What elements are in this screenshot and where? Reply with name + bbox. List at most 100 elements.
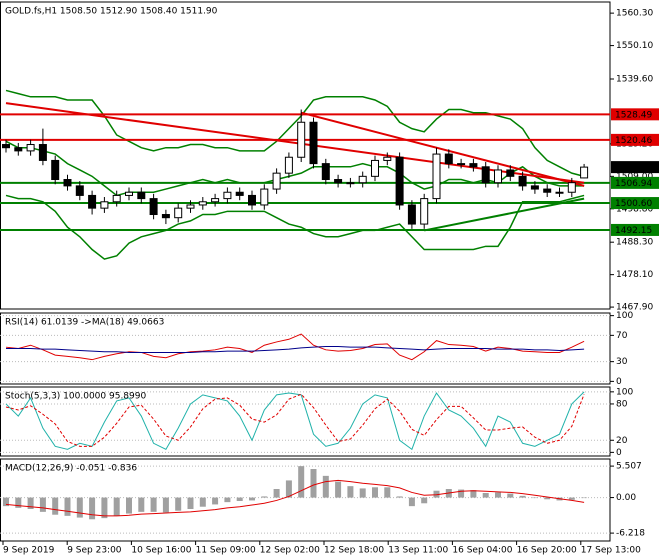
x-tick-label: 10 Sep 16:00 [131, 546, 191, 556]
candle-body [407, 204, 416, 225]
candle-body [506, 169, 515, 177]
candle-body [371, 159, 379, 177]
indicator-line [5, 479, 585, 517]
histogram-bar [298, 466, 305, 498]
candle-body [88, 194, 97, 209]
y-tick-label: 80 [616, 399, 628, 409]
histogram-bar [39, 497, 46, 512]
histogram-bar [101, 497, 108, 519]
y-tick-label: 0 [616, 377, 622, 387]
candle-body [211, 198, 220, 203]
candle-body [395, 156, 404, 206]
histogram-bar [249, 497, 255, 501]
histogram-bar [421, 497, 428, 504]
candle-body [63, 179, 72, 187]
indicator-line [5, 333, 585, 361]
level-label: 1528.49 [615, 110, 652, 120]
histogram-bar [519, 495, 526, 498]
y-tick-label: 100 [616, 311, 633, 321]
histogram-bar [212, 497, 219, 505]
candle-body [321, 163, 330, 181]
histogram-bar [64, 497, 71, 516]
level-label-box [611, 197, 659, 210]
candle-body [530, 185, 539, 190]
x-tick-label: 11 Sep 09:00 [196, 546, 256, 556]
histogram-bar [27, 497, 34, 509]
histogram-bar [396, 496, 403, 498]
candle-body [432, 153, 441, 200]
y-tick-label: 1560.30 [616, 9, 653, 19]
candle-body [2, 144, 10, 149]
y-tick-label: -6.218 [616, 529, 645, 539]
histogram-bar [52, 497, 59, 515]
candle-body [543, 188, 552, 193]
y-tick-label: 5.507 [616, 462, 642, 472]
candle-body [14, 147, 23, 152]
panel-title: RSI(14) 61.0139 ->MA(18) 49.0663 [5, 318, 164, 328]
level-label: 1492.15 [615, 226, 652, 236]
histogram-bar [175, 497, 182, 511]
histogram-bar [458, 489, 465, 498]
histogram-bar [482, 493, 489, 498]
y-tick-label: 100 [616, 387, 633, 397]
histogram-bar [335, 481, 342, 498]
histogram-bar [3, 497, 9, 507]
candle-body [272, 172, 281, 190]
histogram-bar [470, 490, 477, 498]
candle-body [334, 179, 343, 184]
level-label: 1511.90 [615, 163, 652, 173]
histogram-bar [236, 497, 243, 501]
histogram-bar [261, 496, 268, 498]
trendline [300, 111, 585, 187]
level-label-box [611, 108, 659, 121]
candle-body [38, 144, 47, 161]
histogram-bar [15, 497, 22, 508]
candle-body [481, 166, 490, 184]
candle-body [149, 198, 158, 216]
histogram-bar [187, 497, 194, 509]
trendline [424, 197, 585, 232]
candle-body [51, 159, 60, 181]
histogram-bar [89, 497, 96, 520]
x-tick-label: 16 Sep 20:00 [517, 546, 577, 556]
histogram-bar [224, 497, 231, 503]
y-tick-label: 1478.10 [616, 270, 653, 280]
candle-body [346, 182, 355, 185]
level-label-box [611, 133, 659, 146]
y-tick-label: 1498.80 [616, 204, 653, 214]
candle-body [444, 153, 453, 165]
histogram-bar [433, 490, 440, 498]
level-label-box [611, 223, 659, 236]
candle-body [383, 156, 392, 161]
histogram-bar [273, 489, 280, 498]
band-line [5, 89, 585, 178]
histogram-bar [347, 486, 354, 498]
x-tick-label: 17 Sep 13:00 [581, 546, 641, 556]
histogram-bar [113, 497, 120, 516]
candle-body [420, 198, 429, 225]
y-tick-label: 30 [616, 357, 628, 367]
histogram-bar [408, 497, 415, 507]
x-tick-label: 12 Sep 18:00 [324, 546, 384, 556]
level-label: 1520.46 [615, 136, 652, 146]
histogram-bar [76, 497, 83, 518]
panel-title: Stoch(5,3,3) 100.0000 95.8990 [5, 392, 146, 402]
candle-body [26, 144, 35, 152]
candle-body [235, 191, 244, 196]
y-tick-label: 1509.00 [616, 172, 653, 182]
x-tick-label: 16 Sep 04:00 [452, 546, 512, 556]
candle-body [469, 163, 478, 168]
candle-body [358, 175, 367, 184]
histogram-bar [372, 487, 378, 498]
y-tick-label: 1467.90 [616, 303, 653, 313]
candle-body [112, 194, 121, 203]
candle-body [174, 207, 183, 219]
candle-body [186, 204, 195, 209]
histogram-bar [384, 487, 391, 498]
candle-body [75, 185, 84, 196]
candle-body [567, 182, 576, 193]
candle-body [223, 191, 232, 200]
panel-title: MACD(12,26,9) -0.051 -0.836 [5, 464, 137, 474]
indicator-line [5, 391, 585, 451]
